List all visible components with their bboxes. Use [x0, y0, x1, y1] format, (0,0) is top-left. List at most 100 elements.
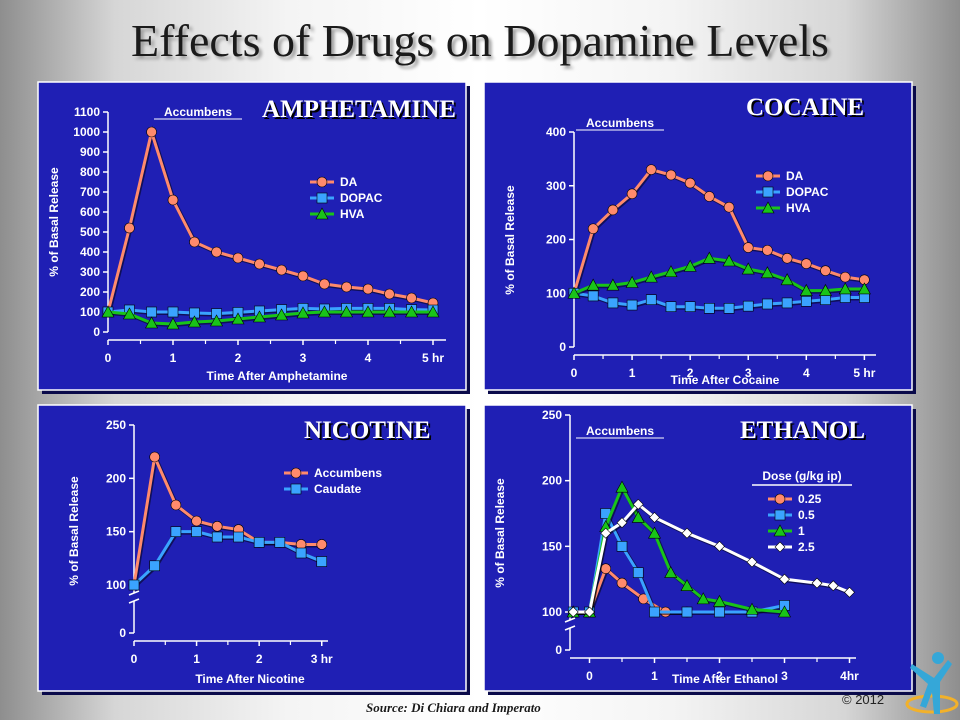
cocaine-chart-svg: 0 100 200 300 400 0 1 2 3 4 5 hr Time After Cocaine…	[483, 81, 916, 394]
legend-label: Caudate	[314, 482, 362, 496]
data-point	[615, 480, 629, 493]
person-figure-icon	[905, 652, 959, 714]
data-point	[319, 278, 330, 290]
cocaine-chart-title: COCAINE	[746, 94, 865, 121]
series-line	[573, 291, 865, 310]
data-point	[684, 177, 696, 189]
data-point	[645, 294, 657, 305]
data-point	[644, 270, 658, 283]
data-point	[149, 560, 160, 572]
data-point	[341, 281, 352, 293]
data-point	[167, 306, 179, 318]
data-point	[166, 317, 180, 330]
y-tick-label: 300	[546, 179, 566, 193]
data-point	[340, 305, 354, 318]
data-point	[191, 526, 202, 537]
x-tick-label: 2	[256, 652, 263, 666]
data-point	[741, 262, 755, 275]
data-point	[714, 540, 725, 552]
data-point	[316, 539, 328, 550]
data-point	[665, 169, 677, 181]
data-point	[146, 126, 157, 138]
x-axis-label: Time After Cocaine	[671, 373, 780, 387]
series-line	[573, 256, 865, 295]
data-point	[801, 296, 812, 307]
y-tick-label: 400	[80, 245, 100, 259]
data-point	[746, 556, 758, 568]
logo-body	[910, 660, 952, 714]
x-axis-label: Time After Amphetamine	[207, 369, 348, 383]
data-point	[191, 515, 202, 527]
data-point	[645, 164, 657, 175]
data-point	[712, 594, 727, 607]
data-point	[820, 294, 831, 305]
data-point	[384, 288, 395, 300]
y-tick-label: 200	[546, 233, 566, 247]
data-point	[626, 299, 638, 311]
x-axis-label: Time After Nicotine	[195, 672, 305, 686]
x-tick-label: 4hr	[840, 669, 859, 683]
x-tick-label: 1	[651, 669, 658, 683]
page-title: Effects of Drugs on Dopamine Levels	[131, 15, 829, 66]
data-point	[167, 194, 179, 206]
data-point	[406, 292, 417, 304]
y-tick-label: 250	[542, 408, 562, 422]
y-tick-label: 100	[542, 605, 562, 619]
x-tick-label: 3 hr	[311, 652, 333, 666]
x-tick-label: 3	[745, 366, 752, 380]
panel-background	[37, 81, 467, 391]
legend-swatch-marker	[761, 201, 775, 214]
data-point	[587, 223, 599, 235]
x-tick-label: 4	[365, 351, 372, 365]
legend-label: 1	[798, 524, 805, 538]
data-point	[632, 567, 644, 578]
axis-break-mark	[128, 590, 140, 596]
logo-swoosh	[905, 694, 959, 714]
legend-label: DOPAC	[340, 191, 383, 205]
y-tick-label: 0	[119, 626, 126, 640]
series-hva	[101, 305, 440, 330]
data-point	[762, 244, 773, 256]
data-point	[211, 521, 223, 532]
axis-break-mark	[564, 625, 576, 631]
ethanol-chart-svg: 0 100 150 200 250 0 1 2 3 4hr Time After Ethanol % …	[483, 404, 916, 695]
region-annotation: Accumbens	[586, 424, 654, 438]
data-point	[649, 606, 660, 618]
data-point	[145, 316, 159, 329]
data-point	[567, 606, 579, 618]
data-point	[683, 259, 697, 272]
copyright-label: © 2012	[842, 692, 885, 707]
data-point	[696, 592, 710, 605]
data-point	[857, 282, 871, 295]
x-axis-label: Time After Ethanol	[672, 672, 778, 686]
ethanol-chart-title: ETHANOL	[740, 417, 866, 444]
data-point	[189, 236, 200, 248]
data-point	[811, 577, 823, 589]
axis-break-mark	[564, 617, 576, 623]
y-tick-label: 0	[559, 340, 566, 354]
data-point	[253, 537, 265, 548]
series-da	[102, 125, 439, 318]
region-annotation: Accumbens	[164, 105, 232, 119]
data-point	[382, 305, 396, 318]
y-tick-label: 500	[80, 225, 100, 239]
data-point	[101, 305, 115, 318]
data-point	[801, 258, 812, 269]
data-point	[684, 301, 696, 312]
series-hva	[567, 251, 871, 299]
data-point	[254, 258, 265, 270]
x-tick-label: 3	[781, 669, 788, 683]
data-point	[149, 451, 160, 463]
legend-label: DOPAC	[786, 185, 829, 199]
x-tick-label: 5 hr	[422, 351, 444, 365]
nicotine-chart-panel: 0 100 150 200 250 0 1 2 3 hr Time After Nicotine%…	[37, 404, 470, 695]
panel-background	[37, 404, 467, 692]
data-point	[777, 605, 792, 618]
y-tick-label: 1100	[74, 105, 100, 119]
data-point	[232, 252, 244, 264]
y-tick-label: 200	[80, 285, 100, 299]
legend-swatch-marker	[774, 541, 786, 553]
legend-swatch-marker	[774, 509, 786, 521]
data-point	[275, 308, 289, 321]
data-point	[625, 275, 639, 288]
